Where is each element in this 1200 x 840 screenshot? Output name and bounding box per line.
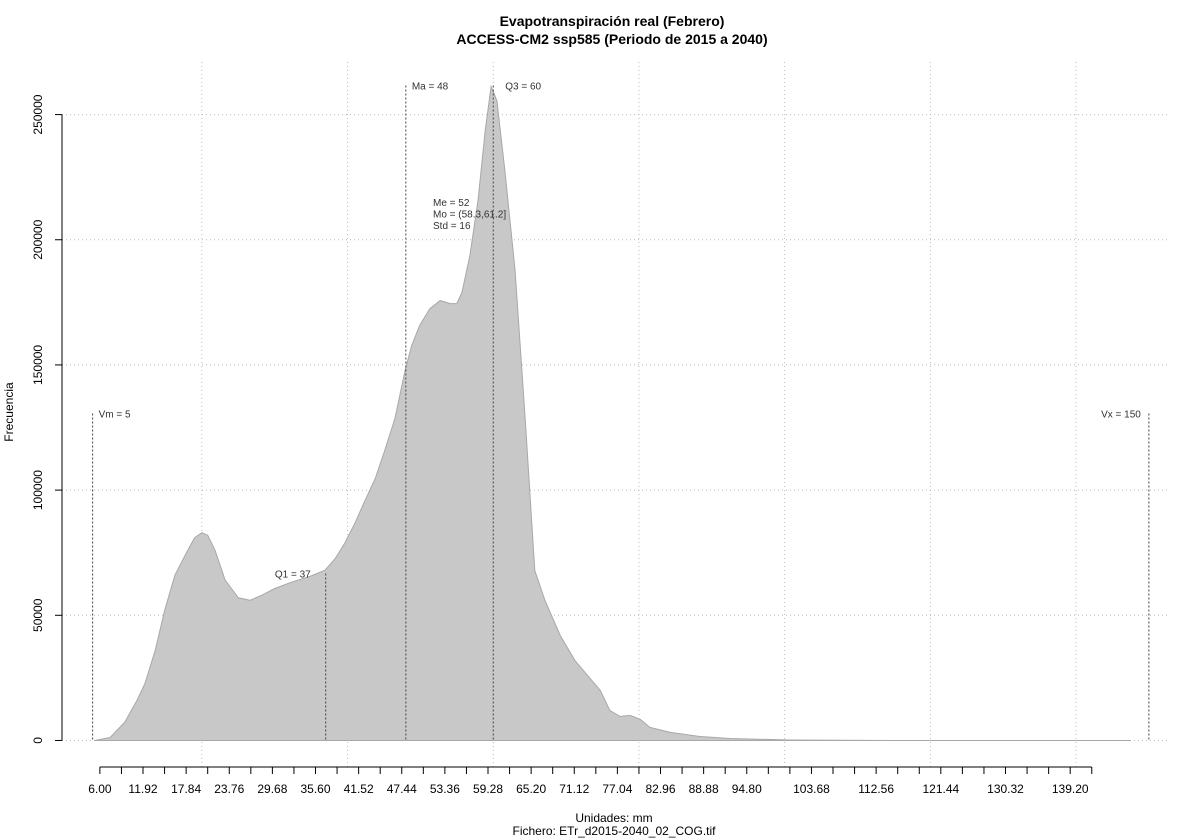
marker-label: Vm = 5 — [99, 409, 131, 420]
x-tick-label: 23.76 — [214, 782, 244, 796]
y-tick-label: 100000 — [31, 470, 45, 510]
x-tick-label: 139.20 — [1052, 782, 1089, 796]
chart-subtitle: ACCESS-CM2 ssp585 (Periodo de 2015 a 204… — [456, 31, 767, 47]
y-tick-label: 200000 — [31, 219, 45, 259]
x-axis-label: Unidades: mm — [575, 811, 652, 825]
marker-label: Vx = 150 — [1101, 409, 1141, 420]
x-tick-label: 130.32 — [987, 782, 1024, 796]
density-area — [93, 84, 1131, 742]
y-tick-label: 250000 — [31, 94, 45, 134]
x-tick-label: 11.92 — [128, 782, 157, 796]
x-tick-label: 59.28 — [473, 782, 503, 796]
y-tick-label: 0 — [31, 737, 45, 744]
x-tick-label: 71.12 — [559, 782, 589, 796]
x-tick-label: 77.04 — [602, 782, 632, 796]
x-tick-label: 53.36 — [430, 782, 460, 796]
y-tick-label: 150000 — [31, 345, 45, 385]
caption: Fichero: ETr_d2015-2040_02_COG.tif — [513, 824, 717, 838]
x-tick-label: 41.52 — [344, 782, 374, 796]
x-tick-label: 17.84 — [171, 782, 201, 796]
marker-label: Q1 = 37 — [275, 569, 311, 580]
x-tick-label: 103.68 — [793, 782, 830, 796]
y-tick-label: 50000 — [31, 598, 45, 632]
stat-label: Std = 16 — [433, 221, 471, 232]
chart-title: Evapotranspiración real (Febrero) — [500, 13, 725, 29]
x-tick-label: 65.20 — [516, 782, 546, 796]
x-tick-label: 47.44 — [387, 782, 417, 796]
marker-label: Q3 = 60 — [505, 82, 541, 93]
y-axis-label: Frecuencia — [2, 382, 16, 442]
x-tick-label: 29.68 — [257, 782, 287, 796]
stat-label: Me = 52 — [433, 198, 470, 209]
x-tick-label: 88.88 — [689, 782, 719, 796]
marker-label: Ma = 48 — [412, 82, 449, 93]
stat-label: Mo = (58.3,61.2] — [433, 210, 506, 221]
x-tick-label: 6.00 — [88, 782, 112, 796]
x-tick-label: 94.80 — [732, 782, 762, 796]
x-tick-label: 121.44 — [922, 782, 959, 796]
x-tick-label: 35.60 — [300, 782, 330, 796]
x-tick-label: 82.96 — [645, 782, 675, 796]
x-tick-label: 112.56 — [858, 782, 894, 796]
